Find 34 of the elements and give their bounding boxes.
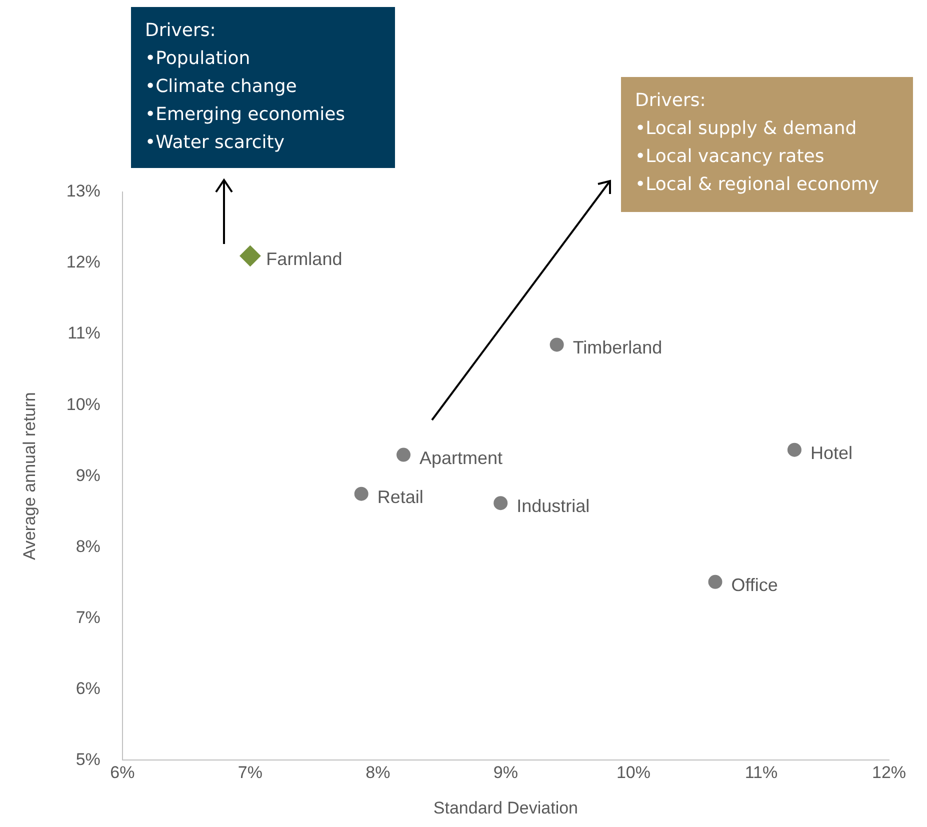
series-label: Farmland	[266, 248, 342, 269]
series-label: Timberland	[572, 338, 662, 358]
point	[550, 338, 564, 352]
y-axis-title: Average annual return	[20, 392, 39, 560]
series-label: Office	[731, 574, 778, 595]
x-tick-label: 6%	[110, 763, 135, 782]
y-tick-label: 13%	[66, 182, 100, 201]
point	[396, 448, 411, 462]
x-tick-label: 9%	[493, 763, 518, 782]
x-tick-label: 11%	[744, 763, 778, 782]
y-tick-label: 10%	[66, 394, 100, 414]
x-axis-title: Standard Deviation	[433, 798, 578, 818]
point	[354, 486, 368, 501]
y-tick-label: 6%	[76, 678, 100, 698]
x-tick-label: 12%	[872, 763, 906, 782]
series-label: Retail	[377, 486, 424, 507]
annotation: Drivers: •Local supply & demand •Local vacancy rates •Local & regional economy	[621, 77, 913, 212]
y-tick-label: 8%	[76, 536, 100, 556]
text: Drivers: •Population •Climate change •Emerging economies •Water scarcity	[131, 7, 395, 168]
point	[708, 574, 722, 589]
x-tick-label: 8%	[366, 763, 390, 782]
series-label: Industrial	[516, 496, 590, 516]
y-tick-label: 11%	[68, 324, 100, 343]
series-label: Hotel	[810, 442, 852, 463]
x-tick-label: 7%	[238, 763, 262, 782]
y-tick-label: 7%	[76, 608, 100, 627]
y-tick-label: 12%	[66, 252, 100, 272]
point	[787, 442, 802, 457]
point	[494, 496, 508, 510]
x-tick-label: 10%	[616, 763, 650, 782]
y-tick-label: 9%	[76, 466, 100, 485]
y-tick-label: 5%	[76, 750, 100, 769]
point	[240, 245, 261, 266]
series-label: Apartment	[420, 448, 503, 468]
